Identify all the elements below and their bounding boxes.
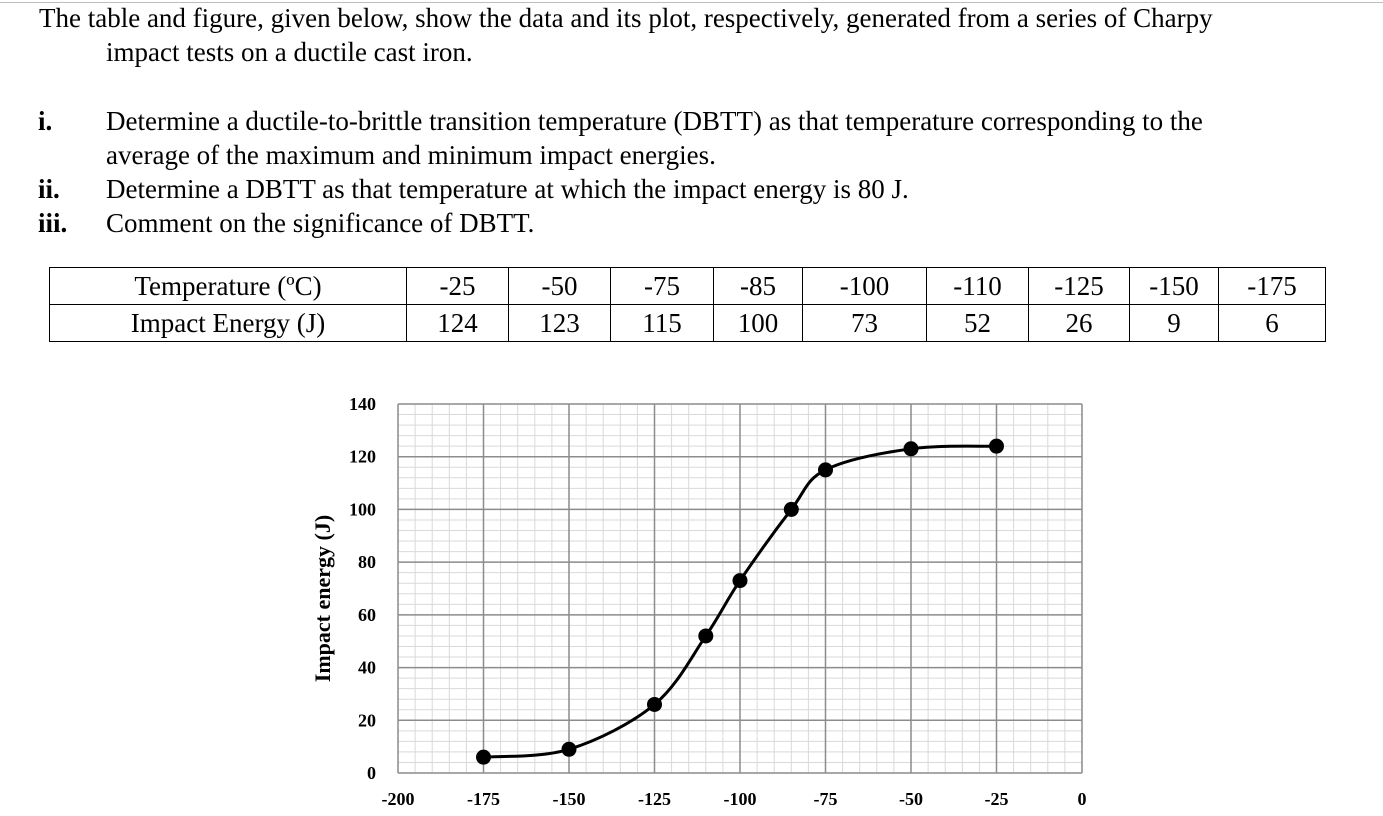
data-point bbox=[818, 462, 833, 478]
data-point bbox=[647, 696, 662, 712]
x-tick-label: 0 bbox=[1078, 789, 1087, 809]
question-text: Comment on the significance of DBTT. bbox=[106, 208, 535, 238]
intro-line-1: The table and figure, given below, show … bbox=[39, 3, 1213, 33]
y-tick-label: 40 bbox=[358, 658, 376, 678]
row-header-energy: Impact Energy (J) bbox=[49, 304, 407, 342]
x-tick-label: -25 bbox=[985, 789, 1009, 809]
table-cell: 100 bbox=[713, 304, 803, 342]
data-table: Temperature (ºC) -25 -50 -75 -85 -100 -1… bbox=[49, 267, 1326, 342]
question-number: i. bbox=[38, 106, 53, 136]
table-cell: 73 bbox=[802, 304, 927, 342]
data-point bbox=[698, 628, 714, 644]
y-tick-label: 100 bbox=[349, 499, 376, 519]
question-text: average of the maximum and minimum impac… bbox=[106, 140, 716, 170]
top-rule bbox=[0, 2, 1383, 3]
data-point bbox=[783, 501, 799, 517]
table-cell: -85 bbox=[713, 267, 803, 305]
row-header-temperature: Temperature (ºC) bbox=[49, 267, 407, 305]
energy-row: Impact Energy (J) 124 123 115 100 73 52 … bbox=[49, 304, 1326, 342]
y-tick-label: 60 bbox=[358, 605, 376, 625]
y-tick-label: 0 bbox=[367, 763, 376, 783]
question-text: Determine a ductile-to-brittle transitio… bbox=[106, 106, 1203, 136]
data-point bbox=[903, 441, 919, 457]
x-tick-label: -200 bbox=[382, 789, 415, 809]
table-cell: 52 bbox=[926, 304, 1029, 342]
grid-major bbox=[397, 403, 1083, 774]
question-number: iii. bbox=[38, 208, 68, 238]
question-item: i. Determine a ductile-to-brittle transi… bbox=[38, 104, 1378, 172]
table-cell: 6 bbox=[1218, 304, 1326, 342]
table-cell: -175 bbox=[1218, 267, 1326, 305]
table-cell: -75 bbox=[610, 267, 714, 305]
y-tick-label: 140 bbox=[349, 394, 376, 414]
intro-line-2: impact tests on a ductile cast iron. bbox=[106, 37, 473, 67]
x-tick-label: -150 bbox=[553, 789, 586, 809]
question-item: iii. Comment on the significance of DBTT… bbox=[38, 206, 1378, 240]
table-cell: -125 bbox=[1028, 267, 1130, 305]
table-cell: 124 bbox=[406, 304, 509, 342]
temperature-row: Temperature (ºC) -25 -50 -75 -85 -100 -1… bbox=[49, 267, 1326, 305]
table-cell: 123 bbox=[508, 304, 611, 342]
data-point bbox=[989, 438, 1004, 454]
question-number: ii. bbox=[38, 174, 60, 204]
x-tick-label: -125 bbox=[638, 789, 671, 809]
data-point bbox=[561, 741, 577, 757]
table-cell: -100 bbox=[802, 267, 927, 305]
question-list: i. Determine a ductile-to-brittle transi… bbox=[38, 104, 1378, 240]
y-tick-label: 20 bbox=[358, 710, 376, 730]
table-cell: -25 bbox=[406, 267, 509, 305]
x-tick-labels: -200 -175 -150 -125 -100 -75 -50 -25 0 bbox=[382, 789, 1087, 809]
table-cell: 115 bbox=[610, 304, 714, 342]
table-cell: -150 bbox=[1129, 267, 1219, 305]
y-tick-label: 80 bbox=[358, 552, 376, 572]
y-axis-title: Impact energy (J) bbox=[310, 515, 335, 682]
x-tick-label: -50 bbox=[899, 789, 923, 809]
question-text: Determine a DBTT as that temperature at … bbox=[106, 174, 909, 204]
question-item: ii. Determine a DBTT as that temperature… bbox=[38, 172, 1378, 206]
series-points bbox=[476, 438, 1004, 765]
table-cell: 26 bbox=[1028, 304, 1130, 342]
y-tick-label: 120 bbox=[349, 447, 376, 467]
x-tick-label: -175 bbox=[467, 789, 500, 809]
x-tick-label: -75 bbox=[814, 789, 838, 809]
table-cell: -110 bbox=[926, 267, 1029, 305]
x-tick-label: -100 bbox=[724, 789, 757, 809]
table-cell: 9 bbox=[1129, 304, 1219, 342]
data-point bbox=[732, 573, 748, 589]
y-tick-labels: 0 20 40 60 80 100 120 140 bbox=[349, 394, 376, 783]
intro-paragraph: The table and figure, given below, show … bbox=[39, 1, 1369, 69]
data-point bbox=[476, 749, 491, 765]
table-cell: -50 bbox=[508, 267, 611, 305]
